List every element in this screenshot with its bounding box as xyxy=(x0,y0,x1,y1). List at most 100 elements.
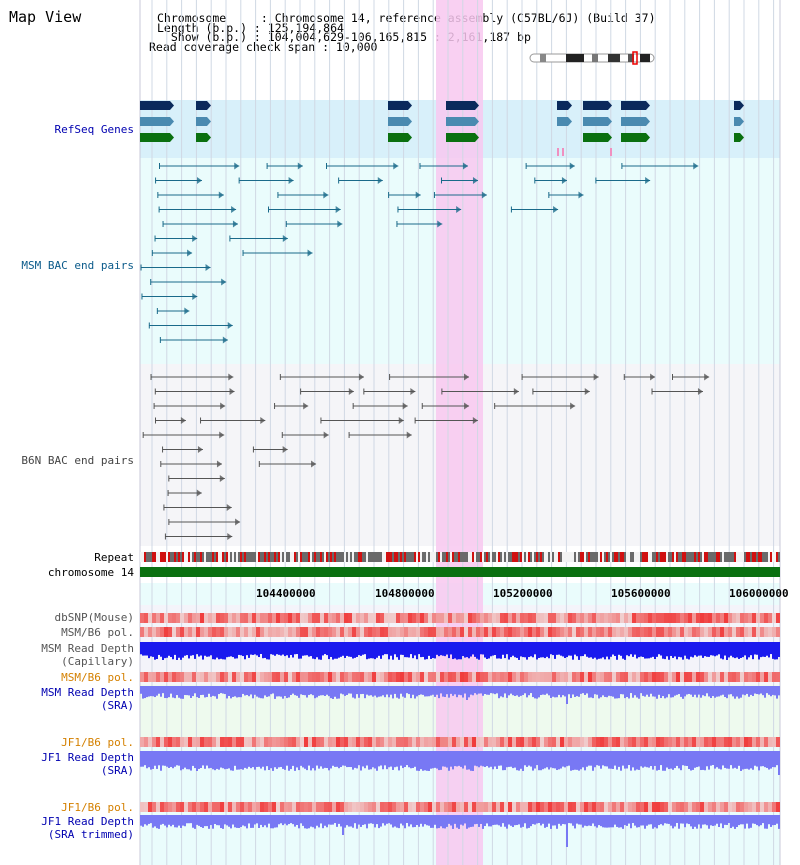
depth-bar xyxy=(226,815,228,826)
depth-bar xyxy=(252,815,254,828)
repeat-block xyxy=(174,552,176,562)
label-msm-depth-sra-1[interactable]: MSM Read Depth xyxy=(41,686,134,699)
pol-cell xyxy=(300,627,304,637)
label-msm-bac[interactable]: MSM BAC end pairs xyxy=(21,259,134,272)
depth-bar xyxy=(538,751,540,771)
depth-bar xyxy=(664,815,666,824)
depth-bar xyxy=(378,815,380,829)
depth-bar xyxy=(294,815,296,827)
depth-bar xyxy=(374,751,376,769)
pol-cell xyxy=(440,802,444,812)
label-jf1-pol-1[interactable]: JF1/B6 pol. xyxy=(61,736,134,749)
depth-bar xyxy=(616,815,618,827)
pol-cell xyxy=(140,672,144,682)
label-b6n-bac[interactable]: B6N BAC end pairs xyxy=(21,454,134,467)
repeat-block xyxy=(186,552,188,562)
depth-bar xyxy=(732,686,734,697)
pol-cell xyxy=(344,627,348,637)
depth-bar xyxy=(142,642,144,656)
repeat-block xyxy=(548,552,550,562)
repeat-block xyxy=(208,552,210,562)
depth-bar xyxy=(714,686,716,698)
depth-bar xyxy=(578,642,580,660)
bac-end-arrow xyxy=(437,220,443,228)
label-jf1-depth-sra-1[interactable]: JF1 Read Depth xyxy=(41,751,134,764)
label-msm-pol-1[interactable]: MSM/B6 pol. xyxy=(61,626,134,639)
label-msm-depth-cap-1[interactable]: MSM Read Depth xyxy=(41,642,134,655)
depth-bar xyxy=(600,751,602,769)
gene-strand-arrow xyxy=(207,117,211,126)
depth-bar xyxy=(502,751,504,771)
depth-bar xyxy=(470,815,472,827)
repeat-block xyxy=(704,552,706,562)
pol-cell xyxy=(216,613,220,623)
depth-bar xyxy=(228,751,230,769)
pol-cell xyxy=(764,737,768,747)
label-jf1-pol-2[interactable]: JF1/B6 pol. xyxy=(61,801,134,814)
depth-bar xyxy=(538,815,540,824)
depth-bar xyxy=(584,815,586,826)
depth-bar xyxy=(178,751,180,766)
depth-bar xyxy=(502,815,504,824)
pol-cell xyxy=(712,802,716,812)
depth-bar xyxy=(404,751,406,768)
depth-bar xyxy=(526,815,528,829)
repeat-block xyxy=(750,552,752,562)
depth-bar xyxy=(568,642,570,656)
depth-bar xyxy=(398,686,400,699)
pol-cell xyxy=(396,737,400,747)
pol-cell xyxy=(708,613,712,623)
depth-bar xyxy=(200,815,202,827)
depth-bar xyxy=(174,642,176,655)
label-refseq-genes[interactable]: RefSeq Genes xyxy=(54,123,134,136)
label-repeat[interactable]: Repeat xyxy=(94,551,134,564)
depth-bar xyxy=(654,815,656,828)
label-dbsnp[interactable]: dbSNP(Mouse) xyxy=(54,611,134,624)
pol-cell xyxy=(664,672,668,682)
pol-cell xyxy=(280,613,284,623)
pol-cell xyxy=(496,672,500,682)
polymorphism-tracks xyxy=(140,613,780,812)
pol-cell xyxy=(776,672,780,682)
pol-cell xyxy=(704,627,708,637)
depth-bar xyxy=(742,686,744,695)
label-msm-pol-2[interactable]: MSM/B6 pol. xyxy=(61,671,134,684)
pol-cell xyxy=(496,613,500,623)
repeat-block xyxy=(622,552,624,562)
depth-bar xyxy=(686,751,688,766)
pol-cell xyxy=(764,627,768,637)
pol-cell xyxy=(532,613,536,623)
depth-bar xyxy=(354,686,356,699)
repeat-block xyxy=(600,552,602,562)
gene-exon xyxy=(621,117,646,126)
gene-exon xyxy=(388,117,408,126)
repeat-block xyxy=(444,552,446,562)
pol-cell xyxy=(612,802,616,812)
depth-bar xyxy=(308,751,310,766)
pol-cell xyxy=(364,627,368,637)
bac-end-arrow xyxy=(569,162,575,170)
depth-bar xyxy=(316,686,318,698)
pol-cell xyxy=(672,737,676,747)
repeat-block xyxy=(372,552,374,562)
depth-bar xyxy=(190,686,192,698)
pol-cell xyxy=(492,737,496,747)
repeat-block xyxy=(358,552,360,562)
depth-bar xyxy=(734,686,736,699)
pol-cell xyxy=(696,613,700,623)
repeat-block xyxy=(696,552,698,562)
depth-bar xyxy=(624,642,626,660)
pol-cell xyxy=(640,672,644,682)
pol-cell xyxy=(776,613,780,623)
depth-bar xyxy=(708,642,710,657)
pol-cell xyxy=(472,627,476,637)
depth-bar xyxy=(256,686,258,697)
depth-bar xyxy=(694,815,696,827)
depth-bar xyxy=(770,815,772,827)
depth-bar xyxy=(288,642,290,658)
depth-bar xyxy=(402,815,404,826)
depth-bar xyxy=(192,815,194,828)
pol-cell xyxy=(536,737,540,747)
label-jf1-depth-trim-1[interactable]: JF1 Read Depth xyxy=(41,815,134,828)
